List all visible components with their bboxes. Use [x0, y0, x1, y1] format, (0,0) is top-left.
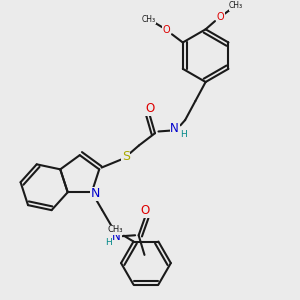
Text: N: N — [91, 187, 100, 200]
Text: CH₃: CH₃ — [142, 15, 156, 24]
Text: O: O — [145, 102, 154, 115]
Text: S: S — [122, 150, 130, 163]
Text: O: O — [163, 25, 170, 35]
Text: N: N — [112, 230, 121, 243]
Text: H: H — [180, 130, 187, 139]
Text: CH₃: CH₃ — [107, 225, 123, 234]
Text: H: H — [105, 238, 112, 247]
Text: N: N — [170, 122, 179, 135]
Text: O: O — [216, 12, 224, 22]
Text: CH₃: CH₃ — [229, 2, 243, 10]
Text: O: O — [140, 204, 150, 217]
